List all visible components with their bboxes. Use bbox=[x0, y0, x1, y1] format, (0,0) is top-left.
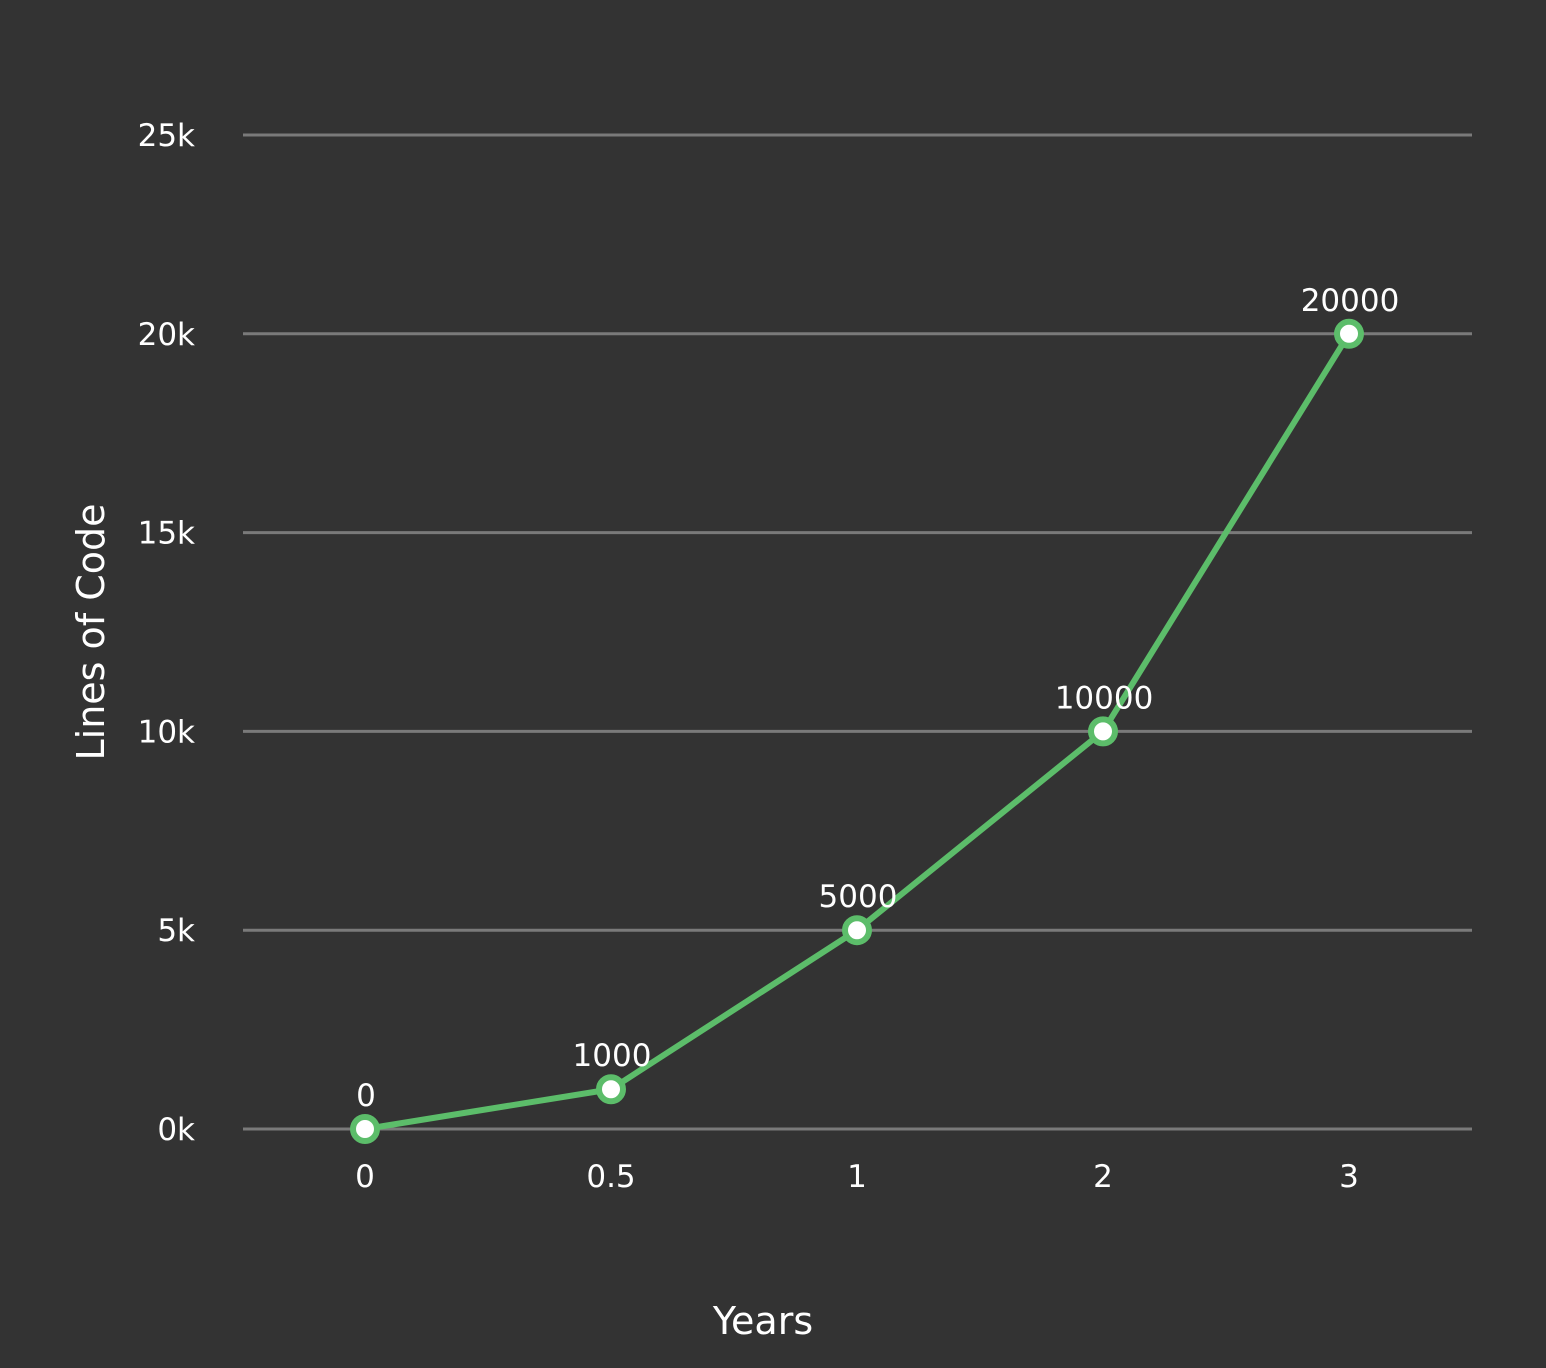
data-point bbox=[350, 1114, 380, 1144]
data-point bbox=[842, 915, 872, 946]
y-tick-label: 5k bbox=[157, 913, 195, 949]
x-tick-label: 3 bbox=[1339, 1159, 1359, 1195]
y-axis-title: Lines of Code bbox=[69, 503, 113, 760]
gridlines bbox=[243, 133, 1472, 1131]
data-point bbox=[596, 1074, 626, 1105]
data-label: 0 bbox=[356, 1078, 376, 1114]
data-point bbox=[1088, 716, 1118, 747]
y-tick-label: 15k bbox=[138, 516, 195, 552]
data-label: 5000 bbox=[819, 879, 898, 915]
x-tick-label: 1 bbox=[847, 1159, 867, 1195]
x-axis-title: Years bbox=[712, 1299, 813, 1343]
y-tick-label: 0k bbox=[157, 1112, 195, 1148]
x-tick-label: 0.5 bbox=[586, 1159, 635, 1195]
series-layer bbox=[350, 318, 1364, 1144]
y-axis-ticks: 0k 5k 10k 15k 20k 25k bbox=[138, 118, 195, 1148]
data-label: 20000 bbox=[1301, 283, 1400, 319]
y-tick-label: 25k bbox=[138, 118, 195, 154]
x-tick-label: 2 bbox=[1093, 1159, 1113, 1195]
data-point bbox=[1334, 318, 1364, 349]
data-label: 1000 bbox=[573, 1038, 652, 1074]
data-label: 10000 bbox=[1055, 680, 1154, 716]
y-tick-label: 20k bbox=[138, 317, 195, 353]
x-axis-ticks: 0 0.5 1 2 3 bbox=[355, 1159, 1359, 1195]
y-tick-label: 10k bbox=[138, 714, 195, 750]
x-tick-label: 0 bbox=[355, 1159, 375, 1195]
data-labels: 0 1000 5000 10000 20000 bbox=[356, 283, 1399, 1114]
